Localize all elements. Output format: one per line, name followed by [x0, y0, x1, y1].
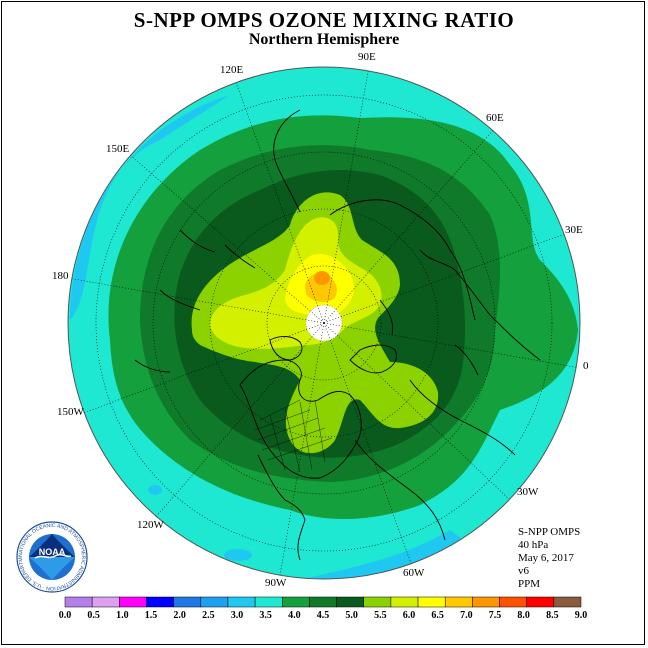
colorbar-tick-label: 9.0	[575, 610, 588, 621]
lon-label-90e: 90E	[358, 51, 376, 63]
band-3.0-3.5-south	[300, 530, 470, 579]
lon-label-120e: 120E	[220, 64, 244, 76]
band-3.0-3.5-spot2	[224, 549, 252, 561]
colorbar-swatch	[227, 596, 256, 608]
colorbar-swatch	[444, 596, 473, 608]
colorbar-swatch	[499, 596, 527, 608]
info-date: May 6, 2017	[518, 552, 574, 564]
colorbar-swatch	[91, 596, 120, 608]
noaa-logo: NATIONAL OCEANIC AND ATMOSPHERIC ADMINIS…	[15, 520, 88, 593]
colorbar-tick-label: 5.5	[374, 610, 387, 621]
colorbar-swatch	[119, 596, 147, 608]
lon-label-60w: 60W	[403, 567, 425, 579]
colorbar-tick-label: 3.5	[259, 610, 272, 621]
colorbar-tick-label: 1.5	[145, 610, 158, 621]
colorbar-tick-label: 6.5	[431, 610, 444, 621]
colorbar-swatch	[336, 596, 364, 608]
colorbar-tick-label: 0.0	[59, 610, 72, 621]
map-outline	[67, 66, 581, 580]
info-block: S-NPP OMPS 40 hPa May 6, 2017 v6 PPM	[518, 526, 580, 591]
colorbar-tick-label: 4.5	[317, 610, 330, 621]
lon-label-150e: 150E	[106, 143, 130, 155]
colorbar-tick-label: 3.0	[231, 610, 244, 621]
colorbar-tick-label: 1.0	[116, 610, 129, 621]
colorbar-swatch	[417, 596, 446, 608]
colorbar-swatch	[553, 596, 582, 608]
band-3.0-3.5-spot1	[148, 485, 162, 495]
page-title: S-NPP OMPS OZONE MIXING RATIO	[133, 8, 515, 32]
lon-label-90w: 90W	[265, 577, 287, 589]
noaa-logo-text: NOAA	[39, 547, 66, 557]
colorbar: 0.0 0.5 1.0 1.5 2.0 2.5 3.0 3.5 4.0 4.5 5.0 5.5 6.0 6…	[59, 596, 588, 621]
lon-label-30w: 30W	[517, 486, 539, 498]
info-version: v6	[518, 565, 529, 577]
band-3.0-3.5-west	[70, 95, 230, 320]
lon-label-30e: 30E	[565, 224, 583, 236]
colorbar-tick-label: 4.0	[288, 610, 301, 621]
colorbar-tick-label: 2.5	[202, 610, 215, 621]
graticule	[68, 67, 580, 576]
band-7.5-8.0	[314, 271, 330, 285]
colorbar-tick-label: 2.0	[173, 610, 186, 621]
info-level: 40 hPa	[518, 539, 549, 551]
lon-label-180: 180	[52, 270, 69, 282]
colorbar-swatch	[146, 596, 174, 608]
ozone-field	[68, 67, 580, 579]
colorbar-swatch	[64, 596, 93, 608]
colorbar-tick-label: 8.0	[517, 610, 530, 621]
colorbar-swatch	[363, 596, 392, 608]
state-boundaries	[254, 399, 333, 473]
colorbar-swatch	[526, 596, 555, 608]
colorbar-swatch	[200, 596, 229, 608]
colorbar-tick-label: 5.0	[345, 610, 358, 621]
lon-label-60e: 60E	[486, 112, 504, 124]
colorbar-swatch	[472, 596, 500, 608]
colorbar-tick-label: 7.5	[489, 610, 502, 621]
colorbar-tick-label: 7.0	[460, 610, 473, 621]
lon-label-120w: 120W	[137, 519, 165, 531]
colorbar-swatch	[254, 596, 283, 608]
coastlines	[134, 109, 541, 561]
colorbar-tick-label: 6.0	[403, 610, 416, 621]
colorbar-swatch	[390, 596, 419, 608]
colorbar-swatch	[309, 596, 337, 608]
info-instrument: S-NPP OMPS	[518, 526, 581, 538]
page-subtitle: Northern Hemisphere	[248, 31, 400, 48]
info-units: PPM	[518, 578, 541, 590]
lon-label-150w: 150W	[57, 406, 85, 418]
colorbar-swatch	[173, 596, 202, 608]
colorbar-swatch	[282, 596, 310, 608]
lon-label-0: 0	[583, 360, 589, 372]
colorbar-tick-label: 0.5	[87, 610, 100, 621]
colorbar-tick-label: 8.5	[546, 610, 559, 621]
